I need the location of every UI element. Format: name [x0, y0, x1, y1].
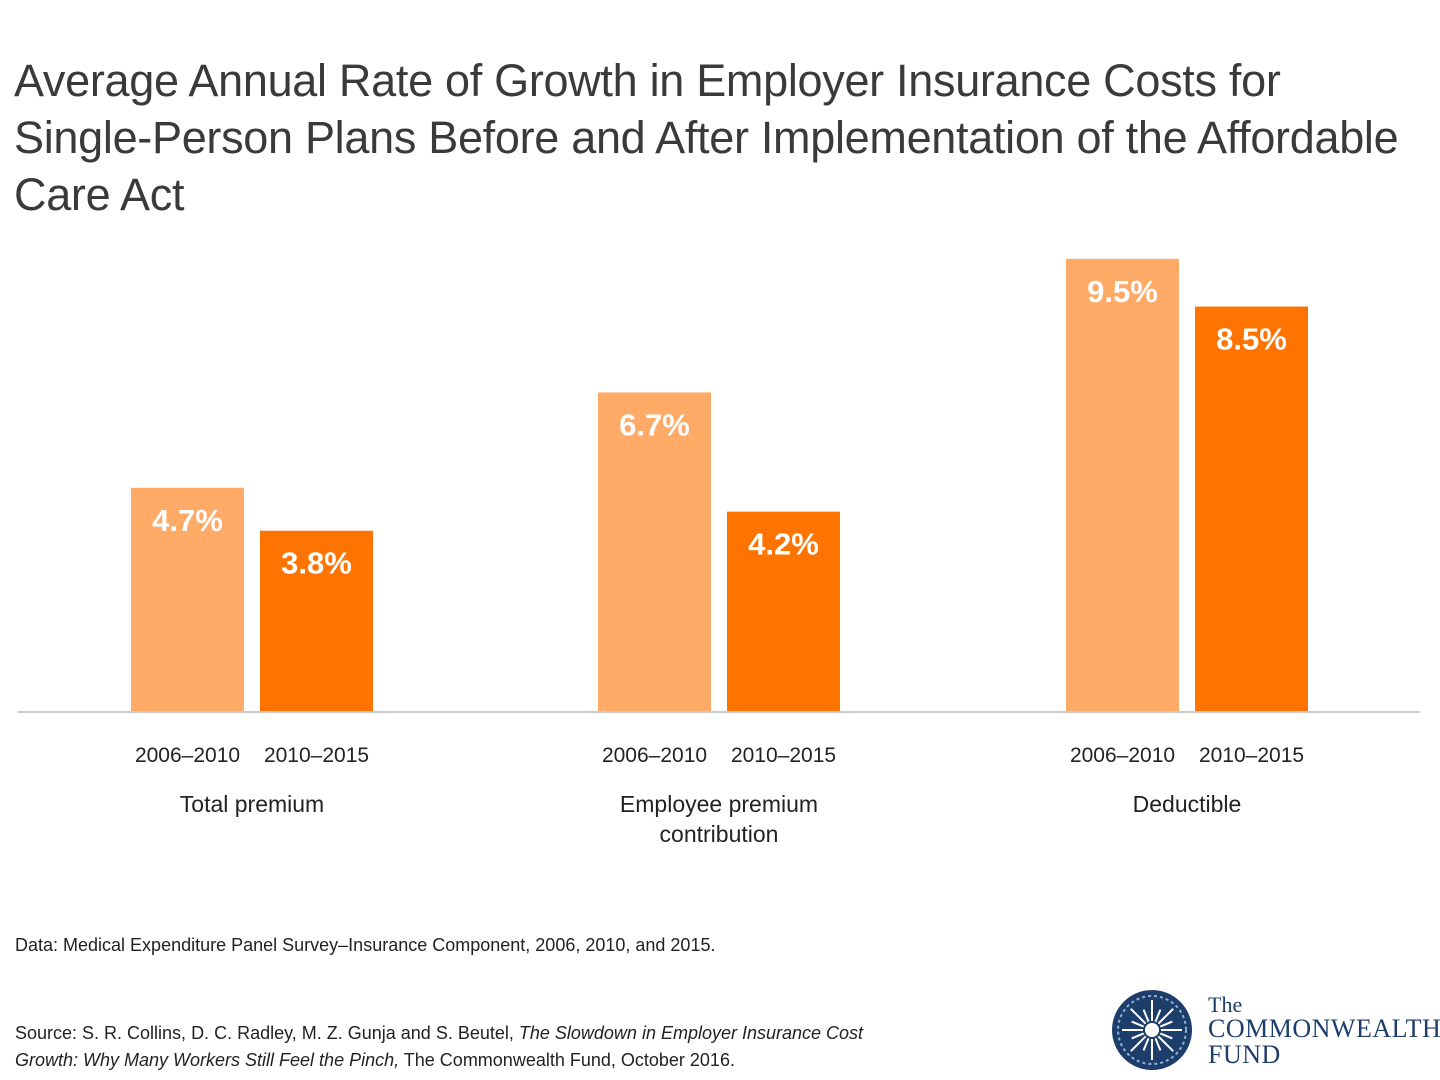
logo-name-line1: COMMONWEALTH — [1208, 1014, 1440, 1043]
source-note: Source: S. R. Collins, D. C. Radley, M. … — [15, 1020, 895, 1074]
seal-ray — [1131, 1032, 1145, 1040]
bar-after-3 — [1195, 306, 1308, 712]
category-label: Employee premium — [620, 791, 818, 817]
bar-before-1 — [131, 487, 244, 712]
data-label: 9.5% — [1087, 274, 1158, 309]
logo-the: The — [1208, 992, 1243, 1017]
logo-name-line2: FUND — [1208, 1040, 1281, 1069]
tick-label: 2006–2010 — [135, 744, 240, 767]
labels-layer: 4.7% 2006–2010 3.8% 2010–2015 Total premium 6… — [135, 274, 1304, 847]
seal-ray — [1130, 1035, 1147, 1052]
seal-ray — [1142, 1037, 1150, 1051]
seal-ray — [1131, 1020, 1145, 1028]
data-label: 3.8% — [281, 546, 352, 581]
logo-wordmark: The COMMONWEALTH FUND — [1208, 994, 1440, 1068]
data-label: 6.7% — [619, 407, 690, 442]
data-label: 8.5% — [1216, 322, 1287, 357]
bar-before-2 — [598, 392, 711, 712]
tick-label: 2010–2015 — [731, 744, 836, 767]
seal-ray — [1157, 1008, 1174, 1025]
tick-label: 2006–2010 — [602, 744, 707, 767]
tick-label: 2010–2015 — [264, 744, 369, 767]
commonwealth-fund-logo: The COMMONWEALTH FUND — [1110, 988, 1440, 1072]
seal-ray — [1130, 1008, 1147, 1025]
source-suffix: The Commonwealth Fund, October 2016. — [399, 1050, 735, 1070]
seal-ray — [1154, 1009, 1162, 1023]
commonwealth-fund-seal-icon — [1112, 990, 1192, 1070]
data-label: 4.7% — [152, 503, 223, 538]
seal-ray — [1157, 1035, 1174, 1052]
source-title: The Slowdown in Employer Insurance Cost … — [15, 1023, 864, 1070]
category-label: Deductible — [1133, 791, 1242, 817]
seal-ray — [1154, 1037, 1162, 1051]
category-label: contribution — [660, 821, 779, 847]
seal-ray — [1159, 1032, 1173, 1040]
category-label: Total premium — [180, 791, 324, 817]
seal-ray — [1142, 1009, 1150, 1023]
bar-after-1 — [260, 530, 373, 712]
seal-ray — [1159, 1020, 1173, 1028]
tick-label: 2010–2015 — [1199, 744, 1304, 767]
chart-title: Average Annual Rate of Growth in Employe… — [14, 55, 1399, 220]
data-label: 4.2% — [748, 527, 819, 562]
source-prefix: Source: S. R. Collins, D. C. Radley, M. … — [15, 1023, 519, 1043]
tick-label: 2006–2010 — [1070, 744, 1175, 767]
bar-after-2 — [727, 511, 840, 712]
bars-layer — [131, 258, 1308, 712]
bar-before-3 — [1066, 258, 1179, 712]
bar-chart: 4.7% 2006–2010 3.8% 2010–2015 Total premium 6… — [18, 258, 1420, 847]
data-note: Data: Medical Expenditure Panel Survey–I… — [15, 935, 716, 955]
